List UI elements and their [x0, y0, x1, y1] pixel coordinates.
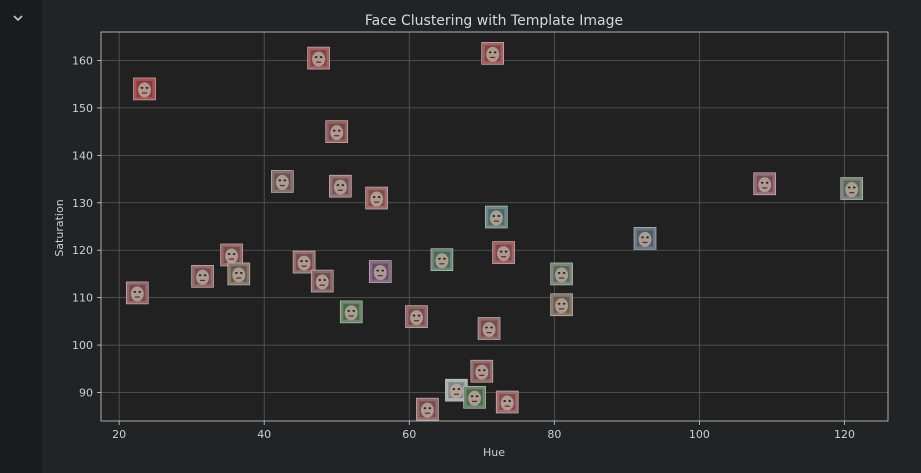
y-axis-label: Saturation: [53, 199, 66, 256]
x-tick-label: 40: [257, 428, 271, 441]
y-tick-label: 90: [79, 387, 93, 400]
y-tick-label: 110: [72, 292, 93, 305]
chart-title: Face Clustering with Template Image: [365, 13, 623, 29]
face-thumbnail-point: [220, 243, 243, 267]
face-thumbnail-point: [550, 262, 573, 286]
y-tick-label: 120: [72, 244, 93, 257]
face-thumbnail-point: [477, 317, 501, 340]
cell-gutter: [0, 0, 42, 473]
cell-output: 20 40 60 80 100 120 90 100 110 120 130 140 150 160 Fa…: [42, 0, 921, 473]
y-tick-label: 130: [72, 197, 93, 210]
x-tick-label: 20: [112, 428, 126, 441]
x-axis-label: Hue: [483, 446, 505, 459]
face-thumbnail-point: [430, 248, 454, 272]
face-thumbnail-point: [339, 300, 363, 324]
y-tick-label: 100: [72, 339, 93, 352]
face-thumbnail-point: [633, 227, 657, 250]
face-thumbnail-point: [133, 77, 156, 101]
y-tick-label: 140: [72, 149, 93, 162]
face-thumbnail-point: [753, 172, 776, 196]
face-thumbnail-point: [416, 397, 439, 421]
face-thumbnail-point: [271, 170, 294, 193]
face-thumbnail-point: [227, 262, 251, 286]
tick-labels: 20 40 60 80 100 120 90 100 110 120 130 140 150 160: [72, 54, 855, 441]
face-thumbnail-point: [463, 385, 486, 409]
face-thumbnail-point: [125, 281, 149, 305]
x-tick-label: 60: [402, 428, 416, 441]
face-thumbnail-point: [368, 260, 392, 283]
chevron-down-icon[interactable]: [10, 10, 26, 26]
face-thumbnail-point: [292, 250, 316, 274]
face-thumbnail-point: [495, 390, 519, 414]
scatter-chart: 20 40 60 80 100 120 90 100 110 120 130 140 150 160 Fa…: [53, 13, 889, 459]
data-points: [125, 42, 864, 421]
face-thumbnail-point: [405, 305, 428, 328]
face-thumbnail-point: [310, 269, 334, 293]
y-tick-label: 160: [72, 54, 93, 67]
x-tick-label: 100: [689, 428, 710, 441]
face-thumbnail-point: [485, 205, 508, 229]
face-thumbnail-point: [307, 46, 330, 70]
face-thumbnail-point: [325, 120, 349, 143]
face-thumbnail-point: [470, 359, 494, 383]
x-tick-label: 120: [834, 428, 855, 441]
y-tick-label: 150: [72, 102, 93, 115]
x-tick-label: 80: [547, 428, 561, 441]
face-thumbnail-point: [492, 241, 515, 264]
face-thumbnail-point: [365, 186, 388, 210]
face-thumbnail-point: [481, 42, 504, 65]
plot-frame: [100, 31, 889, 422]
face-thumbnail-point: [550, 293, 573, 317]
face-thumbnail-point: [329, 174, 352, 198]
face-thumbnail-point: [445, 378, 468, 402]
face-thumbnail-point: [191, 265, 214, 288]
face-thumbnail-point: [840, 177, 864, 200]
